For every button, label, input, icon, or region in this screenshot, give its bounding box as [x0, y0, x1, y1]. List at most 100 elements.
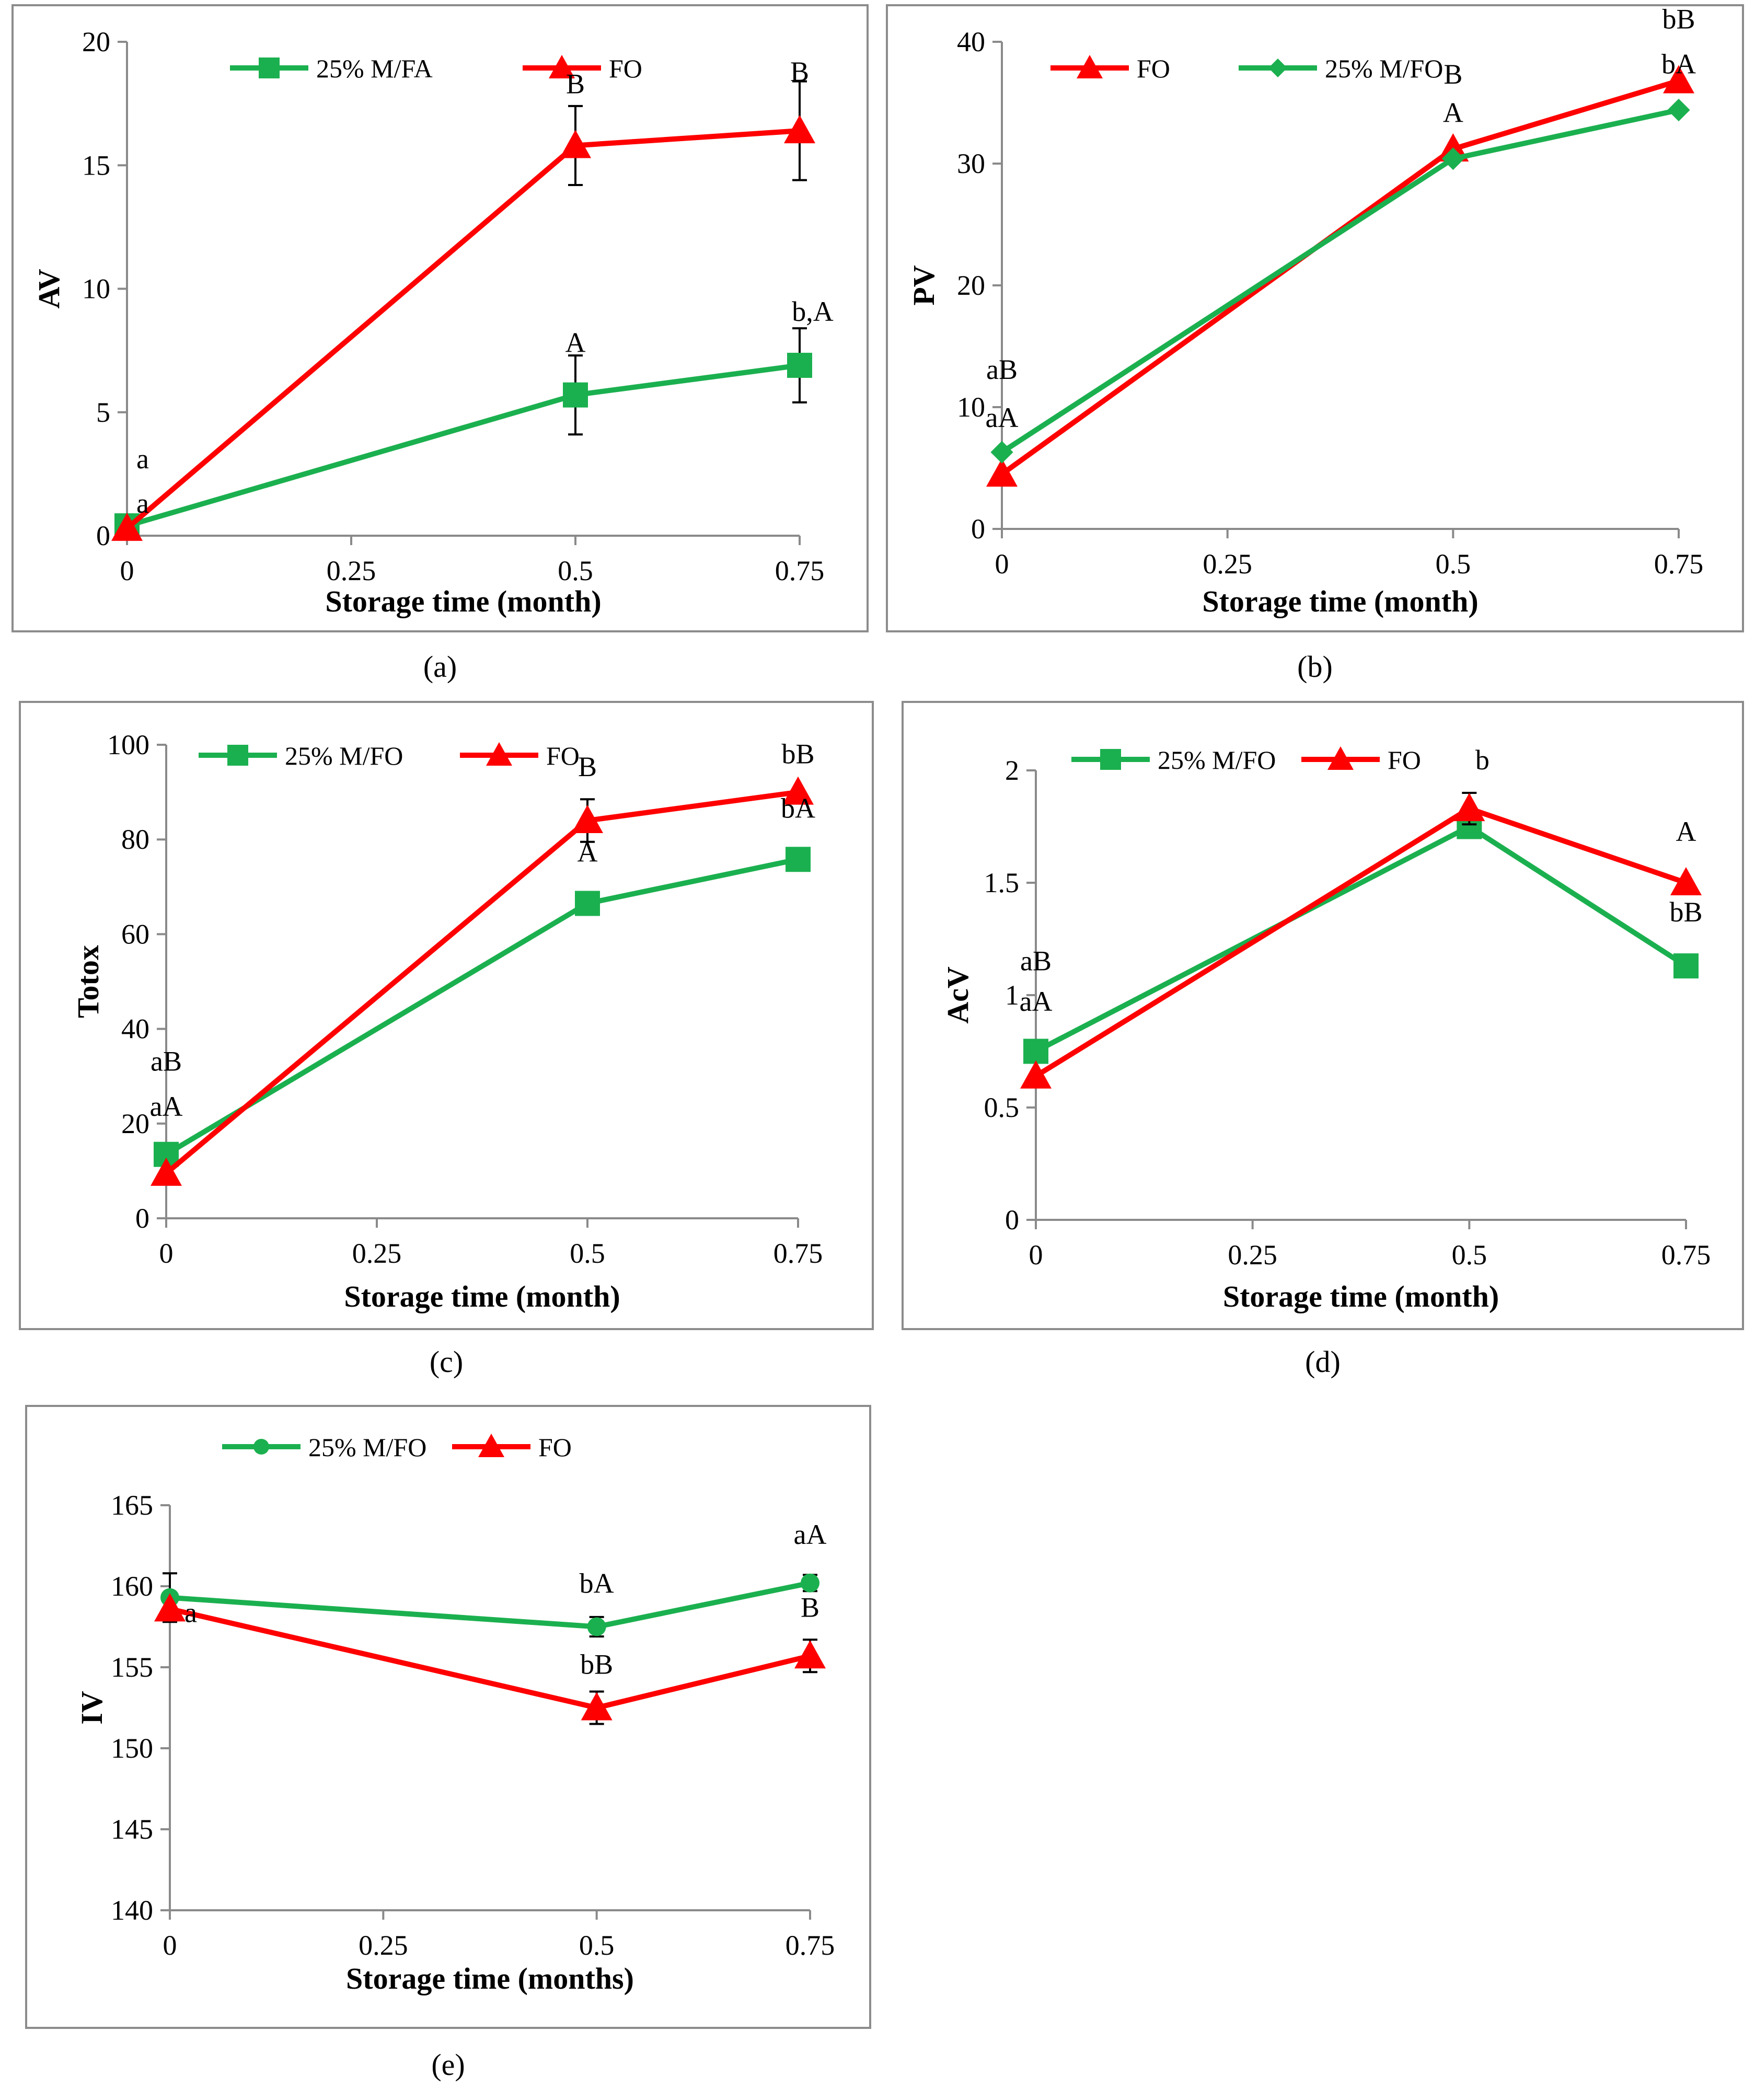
y-tick-label: 165	[111, 1490, 153, 1521]
legend-entry: 25% M/FO	[199, 741, 403, 770]
x-tick-label: 0.75	[1661, 1239, 1711, 1271]
data-point	[1670, 867, 1702, 895]
legend-entry: FO	[523, 54, 642, 83]
y-tick-label: 2	[1005, 755, 1019, 786]
annotation-label: a	[136, 443, 149, 475]
annotation-label: bB	[1662, 4, 1695, 35]
annotation-label: A	[1443, 97, 1463, 129]
y-tick-label: 0	[971, 513, 985, 545]
legend-label: 25% M/FA	[316, 54, 433, 83]
legend-label: FO	[609, 54, 642, 83]
annotation-label: aB	[986, 354, 1018, 385]
series-fo	[154, 1593, 826, 1725]
chart-c: 0 20 40 60 80 100 0 0.25 0.5 0.75 Storage time (mo…	[19, 701, 874, 1379]
legend-label: FO	[1388, 745, 1421, 775]
y-tick-label: 10	[957, 391, 985, 423]
x-tick-label: 0.75	[786, 1930, 835, 1961]
y-tick-label: 40	[957, 26, 985, 57]
data-point	[787, 352, 812, 378]
y-tick-label: 60	[121, 918, 149, 950]
data-point	[1667, 98, 1690, 122]
data-point	[1673, 953, 1699, 979]
legend-label: 25% M/FO	[1158, 745, 1276, 775]
series-line	[125, 128, 800, 530]
legend-label: FO	[546, 741, 580, 770]
y-tick-label: 5	[96, 397, 110, 428]
annotation-label: B	[790, 56, 809, 87]
series-line	[165, 857, 799, 1157]
y-tick-label: 30	[957, 148, 985, 179]
chart-a: 0 5 10 15 20 0 0.25 0.5 0.75 Storage time (month)…	[11, 4, 869, 684]
data-point	[560, 130, 591, 158]
data-point	[990, 441, 1013, 464]
y-axis-label: PV	[907, 265, 941, 305]
legend-entry: FO	[1050, 54, 1170, 83]
annotation-label: B	[801, 1591, 819, 1623]
annotation-label: B	[578, 751, 597, 782]
x-tick-label: 0.25	[1203, 548, 1252, 580]
x-tick-label: 0.5	[570, 1238, 605, 1269]
x-tick-label: 0	[159, 1238, 174, 1269]
x-axis-label: Storage time (month)	[1202, 584, 1478, 618]
x-axis-label: Storage time (months)	[346, 1961, 634, 1995]
annotation-label: a	[136, 488, 149, 519]
series-line	[1000, 78, 1680, 477]
annotation-label: B	[1444, 59, 1462, 90]
series-fo	[1020, 792, 1702, 1089]
legend-entry: FO	[460, 741, 580, 770]
x-tick-label: 0	[1029, 1239, 1043, 1271]
series-line	[164, 789, 799, 1175]
chart-frame	[19, 701, 874, 1330]
legend-marker	[227, 745, 248, 766]
annotation-label: b	[1475, 744, 1490, 776]
x-axis-label: Storage time (month)	[325, 584, 601, 618]
y-axis-label: IV	[75, 1691, 109, 1725]
legend-marker	[259, 57, 280, 78]
data-point	[575, 891, 600, 916]
data-point	[1663, 65, 1694, 94]
y-tick-label: 15	[82, 149, 110, 181]
chart-frame	[11, 4, 869, 632]
x-axis-label: Storage time (month)	[1223, 1279, 1499, 1313]
annotation-label: A	[1676, 816, 1696, 847]
legend-label: 25% M/FO	[308, 1433, 426, 1462]
panel-label: (e)	[431, 2048, 465, 2082]
annotation-label: aA	[150, 1091, 183, 1122]
y-tick-label: 100	[107, 729, 149, 760]
annotation-label: aA	[794, 1519, 827, 1550]
data-point	[1023, 1039, 1048, 1064]
data-point	[801, 1573, 819, 1593]
x-tick-label: 0.25	[327, 555, 376, 586]
series-25-m-fo	[990, 98, 1690, 464]
legend-entry: 25% M/FO	[222, 1433, 426, 1462]
y-tick-label: 40	[121, 1013, 149, 1045]
y-tick-label: 155	[111, 1652, 153, 1683]
data-point	[1453, 793, 1485, 822]
panel-label: (d)	[1305, 1345, 1341, 1379]
chart-e: 140 145 150 155 160 165 0 0.25 0.5 0.75 Storage ti…	[25, 1405, 871, 2082]
data-point	[151, 1157, 182, 1186]
y-tick-label: 20	[121, 1108, 149, 1139]
legend-label: FO	[1137, 54, 1170, 83]
chart-frame	[886, 4, 1744, 632]
y-tick-label: 20	[82, 26, 110, 57]
data-point	[794, 1640, 826, 1669]
annotation-label: bB	[1669, 896, 1702, 928]
legend-entry: FO	[452, 1433, 572, 1462]
legend-marker	[486, 742, 512, 766]
annotation-label: aA	[1020, 986, 1053, 1017]
y-axis-label: AcV	[941, 966, 975, 1024]
annotation-label: b,A	[792, 296, 834, 327]
x-tick-label: 0.75	[775, 555, 825, 586]
annotation-label: A	[578, 837, 598, 868]
chart-b: 0 10 20 30 40 0 0.25 0.5 0.75 Storage time (month…	[886, 4, 1744, 684]
series-fo	[151, 776, 814, 1186]
annotation-label: a	[184, 1597, 197, 1628]
legend-marker	[478, 1434, 504, 1457]
data-point	[563, 382, 588, 408]
annotation-label: B	[566, 68, 585, 99]
annotation-label: bA	[781, 792, 815, 824]
data-point	[581, 1692, 613, 1721]
